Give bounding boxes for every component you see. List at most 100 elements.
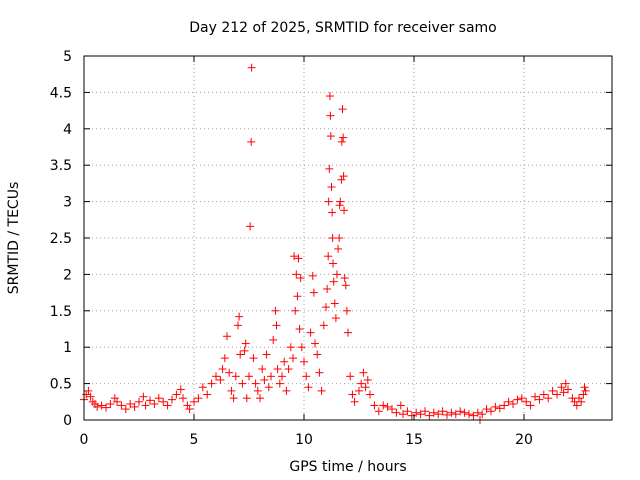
data-point (366, 390, 374, 399)
y-tick-label: 1.5 (50, 304, 72, 320)
data-point (117, 401, 126, 410)
data-point (308, 271, 317, 280)
data-point (572, 401, 581, 410)
data-point (322, 303, 330, 312)
data-point (412, 408, 421, 417)
data-point (238, 379, 247, 388)
data-point (234, 321, 242, 330)
data-point (531, 392, 539, 401)
data-point (374, 407, 383, 416)
data-point (495, 404, 504, 413)
data-point (579, 390, 588, 399)
data-point (504, 397, 513, 406)
data-point (251, 379, 260, 388)
data-point (526, 401, 535, 410)
data-point (220, 354, 229, 363)
data-point (236, 350, 245, 359)
data-point (304, 383, 313, 392)
y-tick-label: 2.5 (50, 231, 72, 247)
data-point (399, 410, 407, 419)
data-point (272, 321, 281, 330)
data-point (330, 299, 339, 308)
data-point (355, 386, 363, 395)
data-point (388, 405, 396, 414)
data-point (338, 105, 347, 114)
data-point (207, 379, 216, 388)
data-point (342, 306, 351, 315)
data-point (284, 365, 293, 374)
data-point (150, 399, 159, 408)
data-point (482, 405, 491, 414)
data-point (271, 306, 280, 315)
data-point (326, 132, 335, 141)
data-point (337, 137, 346, 146)
data-point (168, 395, 176, 404)
data-point (491, 402, 500, 411)
data-point (383, 402, 392, 411)
data-point (253, 386, 262, 395)
data-point (329, 277, 338, 286)
data-point (336, 197, 345, 206)
data-point (469, 411, 478, 420)
data-point (553, 390, 561, 399)
data-point (267, 372, 275, 381)
data-point (309, 288, 318, 297)
data-point (416, 410, 425, 419)
data-point (535, 395, 544, 404)
data-point (341, 281, 350, 290)
data-point (172, 390, 181, 399)
x-tick-label: 5 (190, 432, 199, 448)
data-point (443, 410, 451, 419)
data-point (403, 407, 412, 416)
data-point (290, 252, 299, 261)
data-point (323, 284, 332, 293)
data-point (500, 401, 509, 410)
y-tick-label: 1 (63, 340, 72, 356)
data-point (392, 408, 401, 417)
x-tick-label: 0 (80, 432, 89, 448)
data-point (176, 385, 185, 394)
data-point (327, 183, 336, 192)
x-tick-label: 15 (405, 432, 423, 448)
data-point (421, 407, 429, 416)
data-point (317, 386, 326, 395)
data-point (289, 354, 297, 363)
data-point (282, 386, 291, 395)
data-point (581, 386, 590, 395)
data-point (293, 292, 302, 301)
data-point (227, 386, 236, 395)
data-point (509, 399, 517, 408)
data-point (577, 397, 586, 406)
data-point (258, 365, 267, 374)
data-point (564, 385, 572, 394)
data-point (487, 407, 495, 416)
data-point (370, 401, 379, 410)
data-point (126, 399, 135, 408)
data-point (231, 372, 240, 381)
data-point (359, 368, 368, 377)
data-point (379, 401, 388, 410)
data-point (517, 394, 526, 403)
data-point (425, 411, 434, 420)
x-tick-label: 10 (295, 432, 313, 448)
data-point (315, 368, 324, 377)
data-point (319, 321, 328, 330)
x-axis-label: GPS time / hours (289, 459, 406, 475)
grid-lines (84, 56, 612, 420)
data-point (559, 388, 568, 397)
data-point (335, 234, 344, 242)
data-point (329, 259, 338, 268)
data-point (179, 394, 187, 403)
data-point (306, 328, 315, 337)
chart-title: Day 212 of 2025, SRMTID for receiver sam… (189, 20, 497, 36)
data-point (465, 410, 473, 419)
data-points (80, 63, 590, 424)
data-point (328, 208, 337, 217)
data-point (121, 405, 130, 414)
data-point (183, 401, 192, 410)
data-point (273, 365, 282, 374)
data-point (275, 379, 284, 388)
data-point (146, 396, 154, 405)
y-tick-label: 4 (63, 122, 72, 138)
data-point (311, 339, 319, 348)
